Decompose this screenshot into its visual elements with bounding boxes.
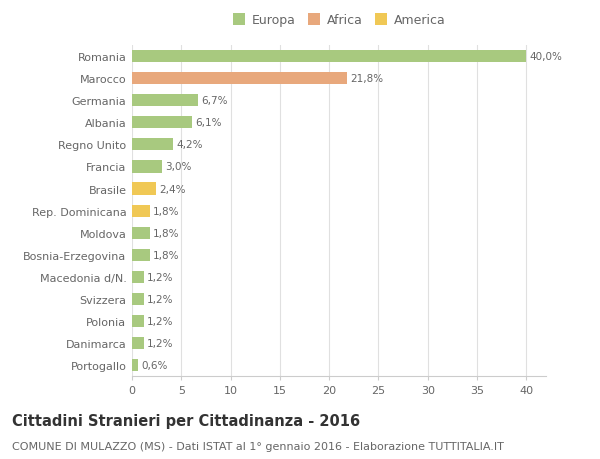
Bar: [132, 95, 198, 107]
Text: 3,0%: 3,0%: [165, 162, 191, 172]
Bar: [132, 161, 161, 173]
Bar: [132, 183, 155, 195]
Bar: [132, 249, 150, 261]
Text: 1,2%: 1,2%: [147, 272, 174, 282]
Text: 0,6%: 0,6%: [142, 360, 168, 370]
Text: 1,2%: 1,2%: [147, 316, 174, 326]
Text: 4,2%: 4,2%: [177, 140, 203, 150]
Text: 1,8%: 1,8%: [153, 228, 179, 238]
Text: COMUNE DI MULAZZO (MS) - Dati ISTAT al 1° gennaio 2016 - Elaborazione TUTTITALIA: COMUNE DI MULAZZO (MS) - Dati ISTAT al 1…: [12, 441, 504, 451]
Bar: [132, 51, 526, 63]
Text: 1,2%: 1,2%: [147, 338, 174, 348]
Text: 2,4%: 2,4%: [159, 184, 185, 194]
Bar: [132, 359, 138, 371]
Legend: Europa, Africa, America: Europa, Africa, America: [227, 9, 451, 32]
Text: 6,7%: 6,7%: [202, 96, 228, 106]
Text: 1,8%: 1,8%: [153, 250, 179, 260]
Bar: [132, 271, 144, 283]
Bar: [132, 117, 192, 129]
Bar: [132, 337, 144, 349]
Bar: [132, 227, 150, 239]
Text: 21,8%: 21,8%: [350, 74, 383, 84]
Bar: [132, 73, 347, 85]
Text: 1,8%: 1,8%: [153, 206, 179, 216]
Bar: [132, 293, 144, 305]
Bar: [132, 139, 173, 151]
Text: 6,1%: 6,1%: [196, 118, 222, 128]
Text: Cittadini Stranieri per Cittadinanza - 2016: Cittadini Stranieri per Cittadinanza - 2…: [12, 413, 360, 428]
Text: 40,0%: 40,0%: [530, 52, 563, 62]
Text: 1,2%: 1,2%: [147, 294, 174, 304]
Bar: [132, 205, 150, 217]
Bar: [132, 315, 144, 327]
